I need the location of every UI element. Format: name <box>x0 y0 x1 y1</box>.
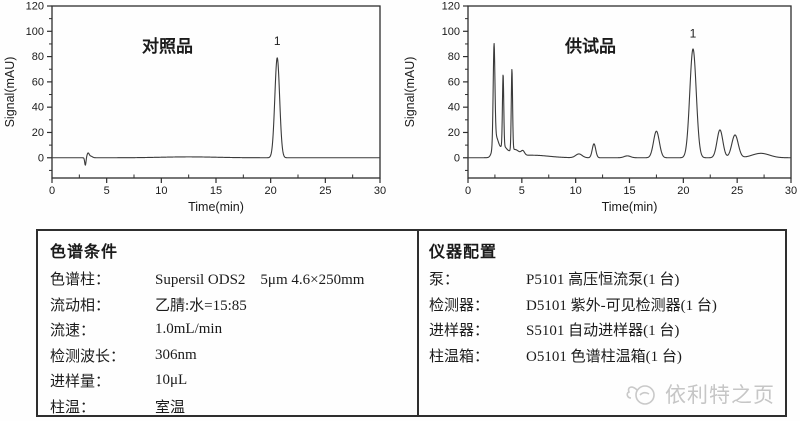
x-tick-label: 15 <box>623 185 635 197</box>
row-value: 乙腈:水=15:85 <box>155 297 247 314</box>
table-row: 进样量： 10μL <box>50 368 409 394</box>
x-tick-label: 25 <box>731 185 743 197</box>
watermark-text: 依利特之页 <box>665 383 775 407</box>
y-tick-label: 120 <box>442 1 460 13</box>
x-axis-title: Time(min) <box>602 200 658 214</box>
table-row: 色谱柱： Supersil ODS2 5μm 4.6×250mm <box>50 266 409 292</box>
row-value: O5101 色谱柱温箱(1 台) <box>526 348 682 365</box>
watermark-logo-icon <box>626 385 655 405</box>
y-tick-label: 120 <box>26 1 44 13</box>
y-tick-label: 20 <box>32 127 44 139</box>
row-value: 306nm <box>155 346 197 363</box>
table-row: 检测波长： 306nm <box>50 343 409 369</box>
conditions-rows: 色谱柱： Supersil ODS2 5μm 4.6×250mm 流动相： 乙腈:水=… <box>50 266 409 419</box>
sample-label: 对照品 <box>142 36 193 56</box>
y-tick-label: 80 <box>32 51 44 63</box>
y-tick-label: 0 <box>38 152 44 164</box>
row-label: 柱温： <box>50 399 96 416</box>
y-tick-label: 60 <box>448 76 460 88</box>
row-label: 柱温箱： <box>429 348 490 365</box>
x-tick-label: 20 <box>265 185 277 197</box>
x-tick-label: 0 <box>49 185 55 197</box>
row-label: 色谱柱： <box>50 272 111 289</box>
x-tick-label: 10 <box>155 185 167 197</box>
row-value: 1.0mL/min <box>155 321 223 338</box>
peak-label: 1 <box>274 34 281 48</box>
x-tick-label: 30 <box>374 185 386 197</box>
table-row: 流速： 1.0mL/min <box>50 317 409 343</box>
x-tick-label: 30 <box>785 185 797 197</box>
y-axis-title: Signal(mAU) <box>3 57 17 128</box>
x-tick-label: 0 <box>465 185 471 197</box>
instrument-rows: 泵： P5101 高压恒流泵(1 台) 检测器： D5101 紫外-可见检测器(1 台… <box>429 266 777 368</box>
y-tick-label: 0 <box>454 152 460 164</box>
table-row: 检测器： D5101 紫外-可见检测器(1 台) <box>429 292 777 318</box>
table-row: 进样器： S5101 自动进样器(1 台) <box>429 317 777 343</box>
spec-table: 色谱条件 色谱柱： Supersil ODS2 5μm 4.6×250mm 流动相：… <box>36 229 787 417</box>
y-tick-label: 100 <box>442 26 460 38</box>
y-tick-label: 40 <box>448 102 460 114</box>
y-tick-label: 100 <box>26 26 44 38</box>
y-tick-label: 20 <box>448 127 460 139</box>
row-label: 进样器： <box>429 323 490 340</box>
reference-chromatogram-chart: 0 5 10 15 20 25 30 0 20 40 60 80 100 120 Time(min) Sign… <box>0 0 400 225</box>
x-tick-label: 5 <box>519 185 525 197</box>
row-value: S5101 自动进样器(1 台) <box>526 323 680 340</box>
peak-label: 1 <box>690 27 697 41</box>
row-value: 10μL <box>155 372 188 389</box>
y-tick-label: 80 <box>448 51 460 63</box>
row-value: D5101 紫外-可见检测器(1 台) <box>526 297 717 314</box>
row-label: 泵： <box>429 272 460 289</box>
y-tick-label: 40 <box>32 102 44 114</box>
reference-chromatogram-svg: 0 5 10 15 20 25 30 0 20 40 60 80 100 120 Time(min) Sign… <box>3 1 386 215</box>
conditions-title: 色谱条件 <box>50 244 119 261</box>
conditions-panel: 色谱条件 色谱柱： Supersil ODS2 5μm 4.6×250mm 流动相：… <box>38 231 417 416</box>
row-label: 检测器： <box>429 297 490 314</box>
x-tick-label: 20 <box>677 185 689 197</box>
y-tick-label: 60 <box>32 76 44 88</box>
table-row: 柱温： 室温 <box>50 394 409 420</box>
row-value: P5101 高压恒流泵(1 台) <box>526 272 680 289</box>
row-label: 流动相： <box>50 297 111 314</box>
sample-label: 供试品 <box>564 36 616 56</box>
row-label: 流速： <box>50 323 96 340</box>
test-sample-chromatogram-svg: 0 5 10 15 20 25 30 0 20 40 60 80 100 120 Time(min) Sign… <box>403 1 797 215</box>
x-tick-label: 15 <box>210 185 222 197</box>
watermark: 依利特之页 <box>625 379 775 409</box>
row-value: 室温 <box>155 399 186 416</box>
row-label: 检测波长： <box>50 348 126 365</box>
x-tick-label: 5 <box>104 185 110 197</box>
test-sample-chromatogram-chart: 0 5 10 15 20 25 30 0 20 40 60 80 100 120 Time(min) Sign… <box>400 0 800 225</box>
plot-box <box>51 5 381 179</box>
table-row: 柱温箱： O5101 色谱柱温箱(1 台) <box>429 343 777 369</box>
x-tick-label: 25 <box>319 185 331 197</box>
table-row: 泵： P5101 高压恒流泵(1 台) <box>429 266 777 292</box>
row-label: 进样量： <box>50 374 111 391</box>
chromatogram-trace <box>51 57 381 166</box>
plot-box <box>467 5 792 179</box>
instrument-panel: 仪器配置 泵： P5101 高压恒流泵(1 台) 检测器： D5101 紫外-可见检测… <box>417 231 785 415</box>
x-axis-title: Time(min) <box>188 200 244 214</box>
x-tick-label: 10 <box>570 185 582 197</box>
chromatogram-trace <box>467 43 792 159</box>
y-axis-title: Signal(mAU) <box>403 57 417 128</box>
instrument-title: 仪器配置 <box>429 244 498 261</box>
row-value: Supersil ODS2 5μm 4.6×250mm <box>155 272 365 289</box>
table-row: 流动相： 乙腈:水=15:85 <box>50 292 409 318</box>
